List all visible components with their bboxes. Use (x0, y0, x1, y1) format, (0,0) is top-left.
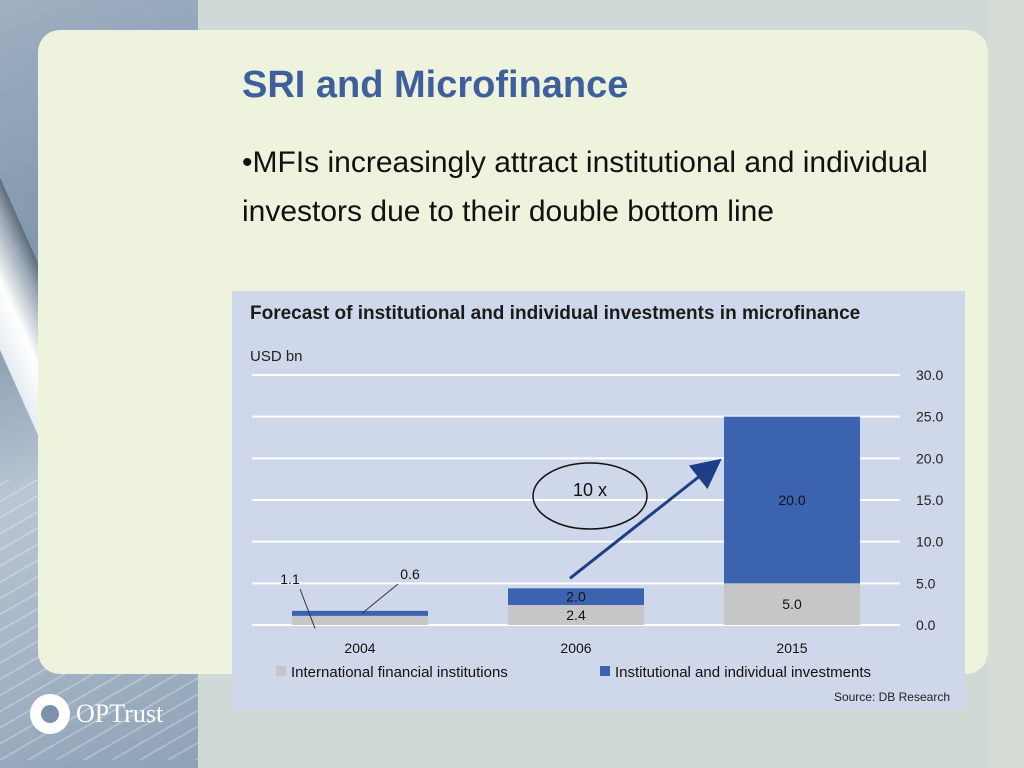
data-label: 0.6 (400, 566, 420, 582)
annotation-text: 10 x (573, 480, 607, 500)
leader-line (361, 583, 399, 614)
legend-label: Institutional and individual investments (615, 664, 871, 681)
bar-ifi-2015 (724, 583, 860, 625)
chart-panel: Forecast of institutional and individual… (232, 291, 965, 709)
chart-unit-label: USD bn (250, 348, 303, 365)
y-tick-label: 10.0 (916, 534, 943, 550)
y-tick-label: 0.0 (916, 617, 936, 633)
data-label: 20.0 (778, 492, 805, 508)
leader-line (299, 588, 316, 629)
bar-ifi-2006 (508, 605, 644, 625)
logo-icon (30, 694, 70, 734)
y-tick-label: 25.0 (916, 409, 943, 425)
bar-institutional-2015 (724, 416, 860, 584)
legend-swatch (276, 666, 286, 676)
y-tick-label: 30.0 (916, 367, 943, 383)
data-label: 2.4 (566, 607, 586, 623)
logo-text: OPTrust (76, 699, 164, 728)
bar-ifi-2004 (292, 615, 428, 625)
bar-institutional-2004 (292, 610, 428, 616)
x-tick-label: 2015 (776, 640, 807, 656)
bar-institutional-2006 (508, 588, 644, 605)
optrust-logo: OPTrust (30, 694, 163, 734)
y-tick-label: 15.0 (916, 492, 943, 508)
chart-title: Forecast of institutional and individual… (250, 303, 861, 324)
x-tick-label: 2004 (344, 640, 375, 656)
legend-label: International financial institutions (291, 664, 508, 681)
slide-bullet: •MFIs increasingly attract institutional… (242, 146, 928, 228)
data-label: 2.0 (566, 589, 586, 605)
slide-title: SRI and Microfinance (242, 64, 629, 106)
legend-swatch (600, 666, 610, 676)
chart-plot: 0.0 5.0 10.0 15.0 20.0 25.0 30.0 1.1 0.6 2004 2.4 2… (252, 367, 950, 704)
chart-source: Source: DB Research (834, 690, 950, 704)
y-tick-label: 5.0 (916, 575, 936, 591)
y-tick-label: 20.0 (916, 450, 943, 466)
right-background-strip (988, 0, 1024, 768)
data-label: 5.0 (782, 596, 802, 612)
data-label: 1.1 (280, 571, 300, 587)
x-tick-label: 2006 (560, 640, 591, 656)
annotation-ellipse (532, 462, 648, 530)
growth-arrow (569, 458, 722, 580)
